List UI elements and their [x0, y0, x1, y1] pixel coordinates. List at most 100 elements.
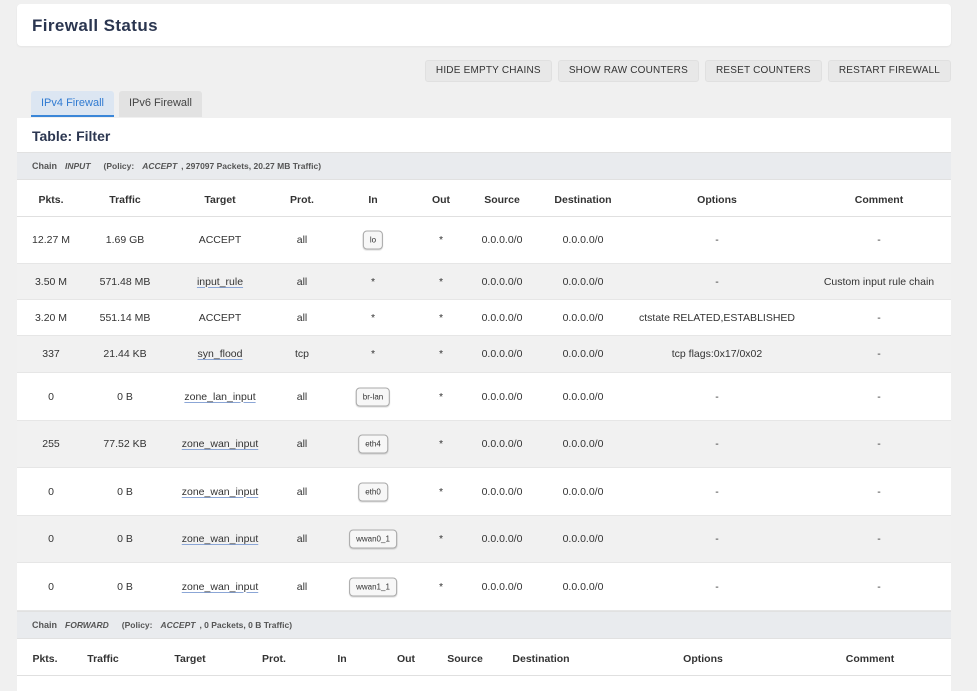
cell-traffic: 0 B: [117, 580, 133, 593]
column-header-row: Pkts. Traffic Target Prot. In Out Source Destin…: [17, 640, 951, 676]
target-link[interactable]: zone_wan_input: [181, 580, 259, 593]
action-bar: HIDE EMPTY CHAINS SHOW RAW COUNTERS RESE…: [424, 60, 951, 82]
cell-prot: tcp: [294, 348, 310, 360]
table-row: 0 0 B zone_wan_input all wwan0_1 * 0.0.0.0/0 0.…: [17, 516, 951, 563]
cell-in: lo: [362, 230, 384, 250]
cell-traffic: 21.44 KB: [103, 348, 147, 360]
cell-destination: 0.0.0.0/0: [562, 533, 604, 545]
chain-name: INPUT: [65, 161, 91, 171]
target-link[interactable]: syn_flood: [197, 348, 243, 360]
column-header-options: Options: [683, 653, 723, 665]
table-row: 3.50 M 571.48 MB input_rule all * * 0.0.0.0/0 0…: [17, 264, 951, 300]
cell-out: *: [438, 234, 444, 246]
interface-chip: eth0: [358, 482, 388, 501]
cell-pkts: 12.27 M: [32, 234, 70, 246]
cell-in: wwan0_1: [349, 529, 397, 549]
column-header-out: Out: [396, 653, 416, 665]
cell-prot: all: [296, 275, 308, 288]
tab-ipv6-firewall[interactable]: IPv6 Firewall: [118, 91, 202, 117]
cell-destination: 0.0.0.0/0: [562, 275, 604, 288]
cell-out: *: [438, 311, 444, 324]
column-header-prot: Prot.: [290, 194, 314, 206]
reset-counters-button[interactable]: RESET COUNTERS: [704, 60, 822, 82]
cell-prot: all: [296, 234, 308, 246]
cell-comment: -: [877, 533, 881, 545]
cell-options: -: [715, 438, 719, 450]
cell-options: -: [715, 533, 719, 545]
column-header-pkts: Pkts.: [38, 194, 64, 206]
target-link[interactable]: zone_wan_input: [181, 438, 259, 450]
cell-options: -: [715, 390, 719, 403]
cell-traffic: 0 B: [117, 485, 133, 498]
cell-comment: -: [877, 485, 881, 498]
cell-target: ACCEPT: [198, 234, 242, 246]
cell-options: -: [715, 275, 719, 288]
tab-ipv4-firewall[interactable]: IPv4 Firewall: [31, 91, 114, 117]
cell-comment: -: [877, 580, 881, 593]
target-link[interactable]: zone_wan_input: [181, 533, 259, 545]
cell-in: eth0: [358, 482, 388, 501]
cell-comment: -: [877, 234, 881, 246]
cell-traffic: 77.52 KB: [103, 438, 147, 450]
cell-destination: 0.0.0.0/0: [562, 485, 604, 498]
table-title: Table: Filter: [32, 128, 111, 144]
cell-pkts: 0: [48, 485, 54, 498]
cell-traffic: 1.69 GB: [105, 234, 145, 246]
column-header-source: Source: [484, 194, 520, 206]
page-header: Firewall Status: [17, 4, 951, 46]
cell-prot: all: [296, 580, 308, 593]
restart-firewall-button[interactable]: RESTART FIREWALL: [827, 60, 951, 82]
chain-policy-label: (Policy:: [121, 620, 153, 630]
table-row: 12.27 M 1.69 GB ACCEPT all lo * 0.0.0.0/0 0.0.0…: [17, 217, 951, 264]
hide-empty-chains-button[interactable]: HIDE EMPTY CHAINS: [424, 60, 552, 82]
cell-in: *: [370, 311, 376, 324]
target-link[interactable]: zone_wan_input: [181, 485, 259, 498]
cell-pkts: 337: [42, 348, 60, 360]
target-link[interactable]: zone_lan_input: [184, 390, 256, 403]
cell-in: *: [370, 275, 376, 288]
column-header-out: Out: [431, 194, 451, 206]
column-header-comment: Comment: [845, 653, 895, 665]
column-header-traffic: Traffic: [87, 653, 119, 665]
cell-pkts: 0: [48, 533, 54, 545]
cell-destination: 0.0.0.0/0: [562, 390, 604, 403]
cell-destination: 0.0.0.0/0: [562, 311, 604, 324]
column-header-in: In: [368, 194, 378, 206]
column-header-destination: Destination: [554, 194, 612, 206]
table-row: 255 77.52 KB zone_wan_input all eth4 * 0.0.0.0…: [17, 421, 951, 468]
column-header-in: In: [337, 653, 347, 665]
cell-options: tcp flags:0x17/0x02: [671, 348, 763, 360]
cell-comment: -: [877, 438, 881, 450]
column-header-prot: Prot.: [262, 653, 286, 665]
column-header-options: Options: [697, 194, 737, 206]
cell-traffic: 551.14 MB: [99, 311, 151, 324]
cell-traffic: 571.48 MB: [99, 275, 151, 288]
chain-policy: ACCEPT: [142, 161, 178, 171]
column-header-target: Target: [204, 194, 236, 206]
cell-out: *: [438, 390, 444, 403]
cell-traffic: 0 B: [117, 533, 133, 545]
cell-options: -: [715, 580, 719, 593]
page-title: Firewall Status: [32, 16, 158, 35]
column-header-comment: Comment: [854, 194, 904, 206]
cell-source: 0.0.0.0/0: [481, 580, 523, 593]
interface-chip: br-lan: [355, 387, 391, 406]
cell-destination: 0.0.0.0/0: [562, 348, 604, 360]
cell-pkts: 255: [42, 438, 60, 450]
cell-options: -: [715, 234, 719, 246]
column-header-row: Pkts. Traffic Target Prot. In Out Source Destin…: [17, 181, 951, 217]
cell-source: 0.0.0.0/0: [481, 275, 523, 288]
cell-pkts: 3.50 M: [34, 275, 68, 288]
table-row: 0 0 B zone_wan_input all eth0 * 0.0.0.0/0 0.0.0…: [17, 468, 951, 516]
cell-source: 0.0.0.0/0: [481, 390, 523, 403]
cell-comment: -: [877, 311, 881, 324]
cell-target: ACCEPT: [198, 311, 242, 324]
column-header-traffic: Traffic: [109, 194, 141, 206]
cell-destination: 0.0.0.0/0: [562, 234, 604, 246]
column-header-pkts: Pkts.: [32, 653, 58, 665]
cell-in: wwan1_1: [349, 577, 397, 596]
cell-options: -: [715, 485, 719, 498]
target-link[interactable]: input_rule: [196, 275, 244, 288]
show-raw-counters-button[interactable]: SHOW RAW COUNTERS: [557, 60, 699, 82]
cell-prot: all: [296, 390, 308, 403]
